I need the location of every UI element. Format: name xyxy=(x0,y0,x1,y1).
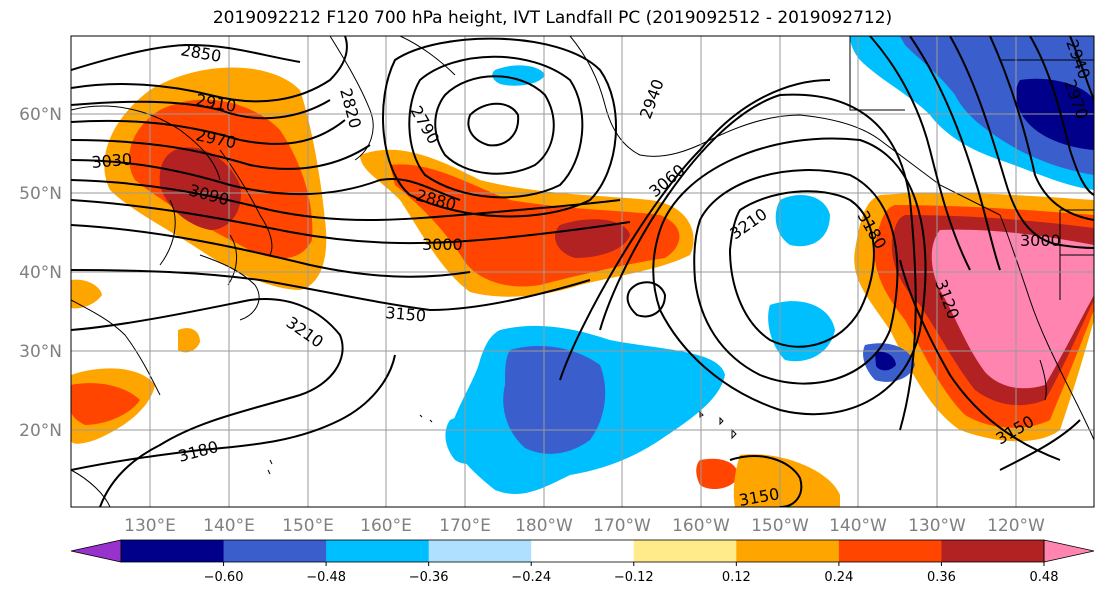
contour-label: 3000 xyxy=(422,235,463,254)
lon-label: 130°E xyxy=(124,516,176,536)
colorbar-segment xyxy=(633,540,737,562)
lon-label: 150°W xyxy=(751,516,809,536)
contour-label: 3030 xyxy=(91,150,133,172)
lat-label: 60°N xyxy=(19,105,62,125)
colorbar-extend-max xyxy=(1043,539,1095,563)
colorbar-segment xyxy=(326,540,430,562)
map-border xyxy=(70,35,1095,508)
colorbar-tick-label: −0.60 xyxy=(204,570,244,585)
lon-label: 120°W xyxy=(987,516,1045,536)
lon-label: 180°W xyxy=(515,516,573,536)
coastlines xyxy=(71,36,1094,507)
lon-label: 170°W xyxy=(593,516,651,536)
lon-label: 160°E xyxy=(360,516,412,536)
lon-label: 150°E xyxy=(282,516,334,536)
colorbar-segment xyxy=(121,540,225,562)
colorbar: −0.60 −0.48 −0.36 −0.24 −0.12 0.12 0.24 0.36 0.4… xyxy=(70,539,1095,585)
colorbar-tick-label: 0.48 xyxy=(1030,570,1059,585)
colorbar-tick-label: 0.12 xyxy=(722,570,751,585)
colorbar-segment xyxy=(531,540,635,562)
graticule xyxy=(71,36,1094,507)
latitude-labels: 60°N 50°N 40°N 30°N 20°N xyxy=(19,105,62,441)
map-title: 2019092212 F120 700 hPa height, IVT Land… xyxy=(212,8,893,28)
colorbar-tick-label: −0.12 xyxy=(614,570,654,585)
colorbar-extend-min xyxy=(70,539,122,563)
colorbar-tick-label: 0.36 xyxy=(927,570,956,585)
colorbar-segment xyxy=(941,540,1045,562)
colorbar-tick-label: −0.36 xyxy=(409,570,449,585)
lat-label: 50°N xyxy=(19,184,62,204)
colorbar-tick-label: 0.24 xyxy=(824,570,853,585)
colorbar-tick-label: −0.24 xyxy=(511,570,551,585)
colorbar-segment xyxy=(838,540,942,562)
contour-label: 3150 xyxy=(737,484,780,510)
lon-label: 130°W xyxy=(908,516,966,536)
colorbar-tick-label: −0.48 xyxy=(306,570,346,585)
lat-label: 30°N xyxy=(19,342,62,362)
height-contours xyxy=(71,36,1094,507)
colorbar-segment xyxy=(223,540,327,562)
lon-label: 140°E xyxy=(203,516,255,536)
contour-label: 3150 xyxy=(385,303,427,325)
lon-label: 170°E xyxy=(439,516,491,536)
contour-label: 3000 xyxy=(1020,231,1061,250)
lon-label: 140°W xyxy=(829,516,887,536)
colorbar-segment xyxy=(428,540,532,562)
colorbar-segment xyxy=(736,540,840,562)
longitude-labels: 130°E 140°E 150°E 160°E 170°E 180°W 170°… xyxy=(124,516,1045,536)
colorbar-outline xyxy=(120,539,1045,563)
lon-label: 160°W xyxy=(672,516,730,536)
lat-label: 40°N xyxy=(19,263,62,283)
lat-label: 20°N xyxy=(19,421,62,441)
